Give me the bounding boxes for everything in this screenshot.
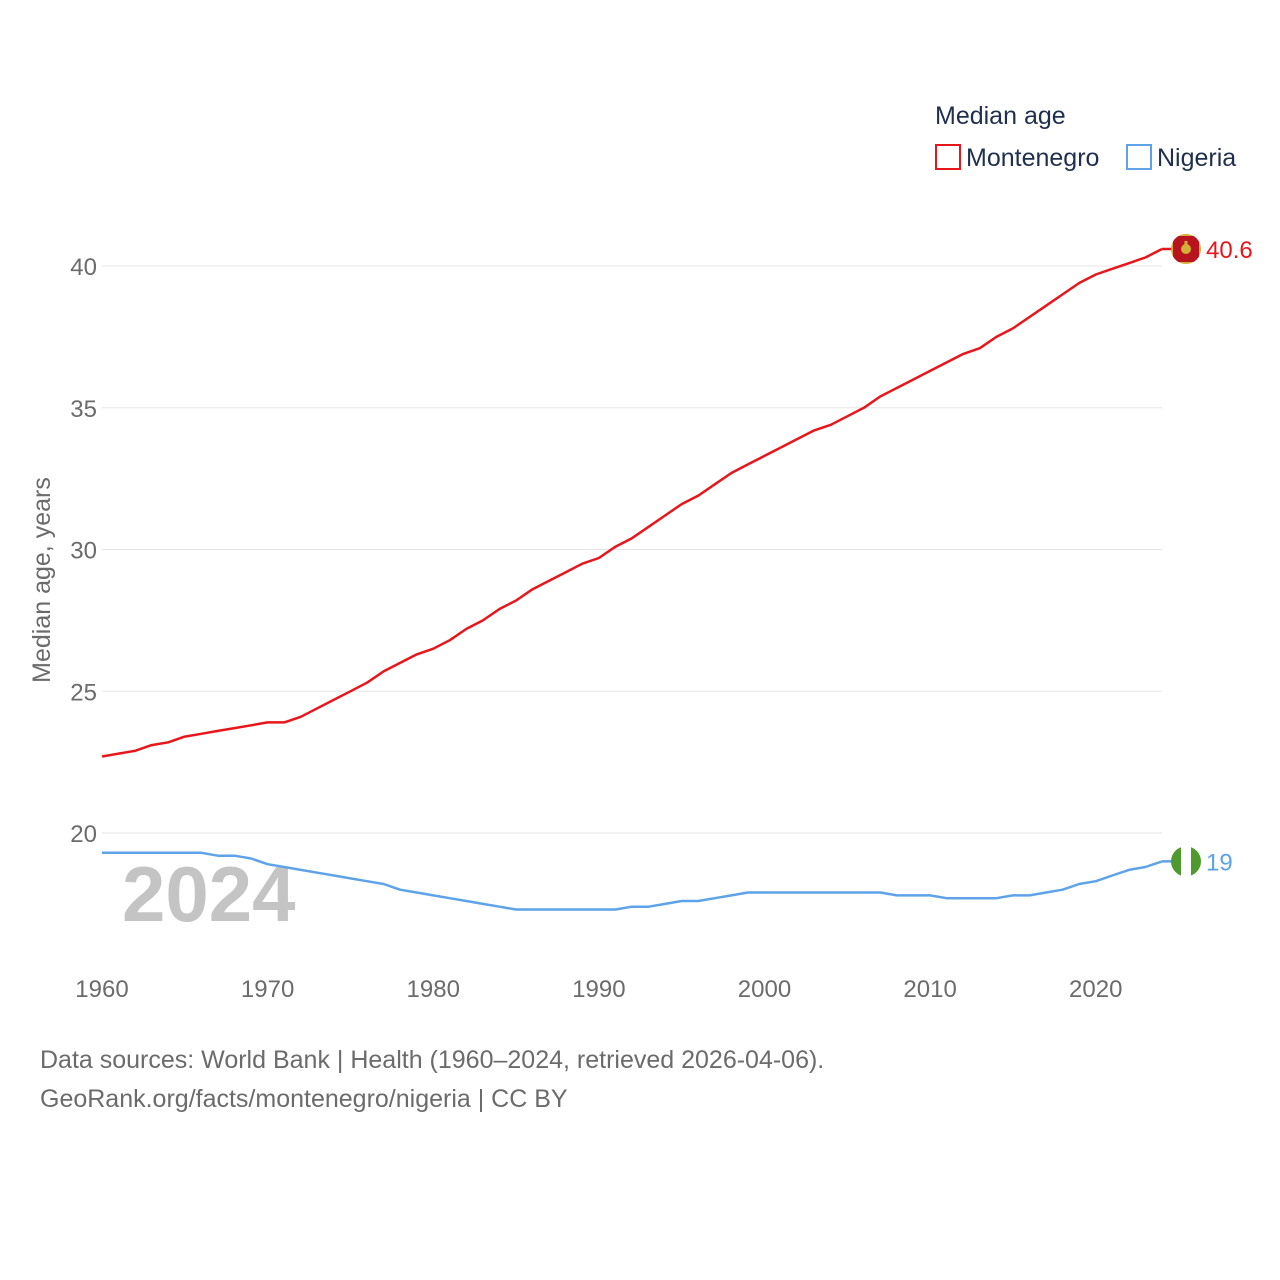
legend-label-montenegro: Montenegro [966,144,1099,172]
series-lines [101,247,1163,911]
legend: Median age Montenegro Nigeria [935,102,1236,172]
grid-lines [102,265,1162,834]
series-end-markers: 40.6 19 [1162,233,1253,877]
legend-label-nigeria: Nigeria [1157,144,1236,172]
y-axis-ticks: 20 25 30 35 40 [70,254,97,848]
y-tick-label: 30 [70,538,97,565]
flag-marker-nigeria [1171,846,1201,877]
legend-title: Median age [935,102,1066,130]
y-tick-label: 35 [70,396,97,423]
x-tick-label: 2010 [903,976,956,1003]
legend-swatch-nigeria [1126,144,1152,170]
flag-marker-montenegro [1171,233,1201,264]
end-value-label-montenegro: 40.6 [1206,237,1253,264]
source-link[interactable]: GeoRank.org/facts/montenegro/nigeria | C… [40,1085,568,1113]
y-tick-label: 40 [70,254,97,281]
y-tick-label: 25 [70,679,97,706]
series-line-nigeria[interactable] [102,851,1163,911]
x-tick-label: 2000 [738,976,791,1003]
source-note: Data sources: World Bank | Health (1960–… [40,1046,825,1074]
y-axis-title: Median age, years [28,477,56,683]
x-axis-ticks: 1960 1970 1980 1990 2000 2010 2020 [75,976,1122,1003]
x-tick-label: 2020 [1069,976,1122,1003]
current-year-label: 2024 [122,850,296,938]
y-tick-label: 20 [70,821,97,848]
x-tick-label: 1980 [407,976,460,1003]
end-value-label-nigeria: 19 [1206,849,1233,876]
x-tick-label: 1990 [572,976,625,1003]
legend-item-nigeria[interactable]: Nigeria [1126,144,1236,172]
series-line-montenegro[interactable] [101,247,1163,758]
x-tick-label: 1960 [75,976,128,1003]
legend-swatch-montenegro [935,144,961,170]
x-tick-label: 1970 [241,976,294,1003]
legend-item-montenegro[interactable]: Montenegro [935,144,1099,172]
